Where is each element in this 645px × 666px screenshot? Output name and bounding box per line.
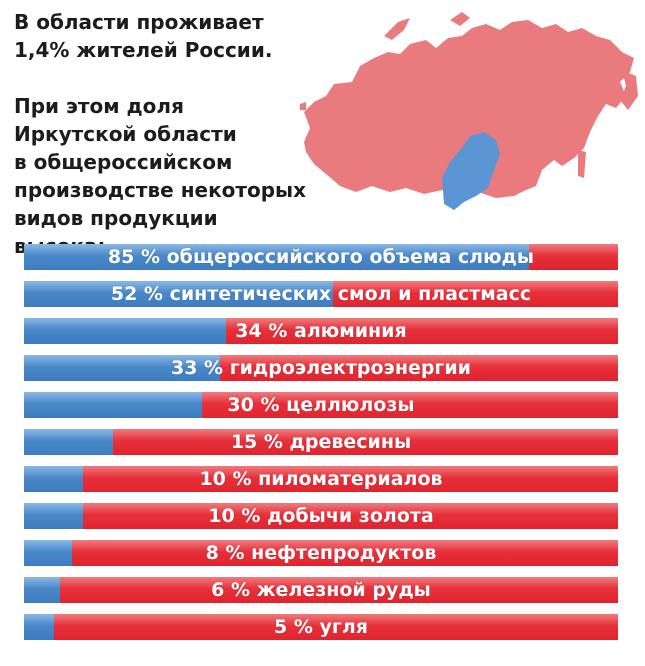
detail-line-3: в общероссийском bbox=[14, 150, 233, 174]
bar-fill-irkutsk-share bbox=[24, 540, 72, 566]
bar-row: 10 % добычи золота bbox=[24, 503, 618, 529]
bar-row: 5 % угля bbox=[24, 614, 618, 640]
kaliningrad bbox=[300, 102, 306, 110]
bar-row: 10 % пиломатериалов bbox=[24, 466, 618, 492]
bar-row: 6 % железной руды bbox=[24, 577, 618, 603]
bar-label: 85 % общероссийского объема слюды bbox=[107, 246, 535, 268]
intro-text: В области проживает 1,4% жителей России.… bbox=[14, 8, 314, 260]
bar-label: 10 % добычи золота bbox=[208, 505, 434, 527]
bar-fill-irkutsk-share bbox=[24, 466, 84, 492]
bar-fill-irkutsk-share bbox=[24, 244, 529, 270]
bar-fill-irkutsk-share bbox=[24, 392, 203, 418]
bar-fill-irkutsk-share bbox=[24, 355, 221, 381]
bar-fill-irkutsk-share bbox=[24, 429, 114, 455]
bar-fill-irkutsk-share bbox=[24, 318, 226, 344]
bar-label: 15 % древесины bbox=[230, 431, 412, 453]
bar-row: 52 % синтетических смол и пластмасс bbox=[24, 281, 618, 307]
irkutsk-region bbox=[442, 132, 500, 210]
bar-label: 6 % железной руды bbox=[211, 579, 431, 601]
bar-label: 52 % синтетических смол и пластмасс bbox=[110, 283, 532, 305]
bar-fill-irkutsk-share bbox=[24, 281, 333, 307]
detail-line-2: Иркутской области bbox=[14, 122, 237, 146]
taymyr-islands bbox=[450, 12, 470, 26]
kamchatka bbox=[620, 70, 638, 110]
russia-territory bbox=[304, 20, 634, 198]
sakhalin bbox=[578, 150, 586, 178]
bar-fill-irkutsk-share bbox=[24, 503, 84, 529]
bar-fill-irkutsk-share bbox=[24, 614, 54, 640]
bar-label: 33 % гидроэлектроэнергии bbox=[170, 357, 471, 379]
intro-line-2: 1,4% жителей России. bbox=[14, 38, 273, 62]
bar-row: 34 % алюминия bbox=[24, 318, 618, 344]
bar-row: 30 % целлюлозы bbox=[24, 392, 618, 418]
intro-line-1: В области проживает bbox=[14, 10, 264, 34]
bar-row: 15 % древесины bbox=[24, 429, 618, 455]
detail-line-4: производстве некоторых bbox=[14, 178, 307, 202]
bar-label: 34 % алюминия bbox=[235, 320, 407, 342]
bar-row: 33 % гидроэлектроэнергии bbox=[24, 355, 618, 381]
russia-map bbox=[300, 12, 638, 210]
bar-row: 85 % общероссийского объема слюды bbox=[24, 244, 618, 270]
bar-label: 30 % целлюлозы bbox=[227, 394, 415, 416]
novaya-zemlya bbox=[384, 18, 410, 40]
bar-label: 10 % пиломатериалов bbox=[199, 468, 443, 490]
bar-row: 8 % нефтепродуктов bbox=[24, 540, 618, 566]
bar-fill-irkutsk-share bbox=[24, 577, 60, 603]
bar-label: 5 % угля bbox=[274, 616, 368, 638]
detail-line-1: При этом доля bbox=[14, 94, 184, 118]
bar-label: 8 % нефтепродуктов bbox=[205, 542, 437, 564]
